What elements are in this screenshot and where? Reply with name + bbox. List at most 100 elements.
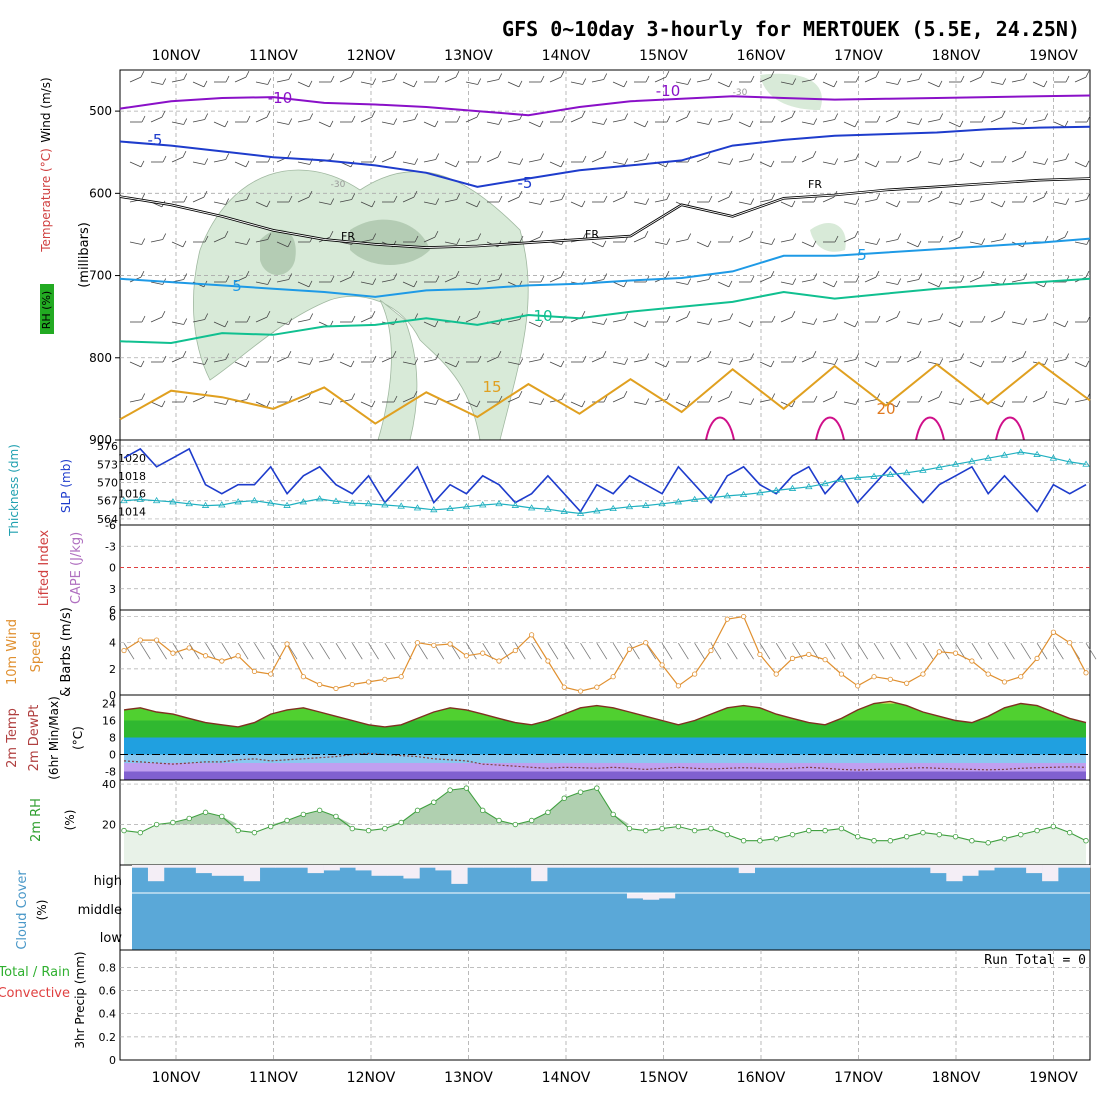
wind-barb-flag-icon xyxy=(141,193,146,200)
isotherm-line xyxy=(119,237,1091,298)
wind-barb-icon xyxy=(213,359,226,363)
wind-barb-icon xyxy=(948,359,961,363)
wind-barb-icon xyxy=(402,161,415,165)
wind-barb-flag-icon xyxy=(581,110,586,118)
cloud-level-label: low xyxy=(100,931,123,946)
wind-barb-icon xyxy=(1053,201,1066,205)
contour-label: -30 xyxy=(733,88,748,98)
wind-barb-icon xyxy=(857,642,869,660)
wind-barb-icon xyxy=(549,361,562,368)
surface-pressure-panel: 564 567 570 573 576 1014 1016 1018 1020 Thickness… xyxy=(7,439,1091,537)
cloud-clear-block xyxy=(1042,865,1059,882)
wind-barb-icon xyxy=(528,321,541,328)
wind-barb-icon xyxy=(1032,119,1045,123)
pressure-tick-label: 800 xyxy=(89,351,112,365)
thickness-point xyxy=(234,498,242,505)
wind-barb-icon xyxy=(549,161,562,168)
wind-barb-icon xyxy=(759,642,771,660)
wind-barb-icon xyxy=(156,642,167,660)
wind-barb-flag-icon xyxy=(456,238,461,245)
wind-barb-flag-icon xyxy=(1023,395,1028,403)
wind-barb-flag-icon xyxy=(456,193,461,200)
contour-label: 10 xyxy=(533,307,552,325)
contour-label: 20 xyxy=(876,400,895,418)
wind-barb-flag-icon xyxy=(455,360,460,368)
wind-barb-icon xyxy=(612,161,625,165)
wind-barb-icon xyxy=(276,241,289,248)
wind-barb-icon xyxy=(507,396,520,403)
rh-point xyxy=(740,838,747,844)
date-tick-label: 13NOV xyxy=(444,1070,493,1086)
wind-barb-icon xyxy=(906,321,919,325)
wind-barb-flag-icon xyxy=(623,190,628,198)
wind-barb-icon xyxy=(612,281,625,288)
slp-tick-label: 1014 xyxy=(118,506,146,519)
wind-barb-flag-icon xyxy=(1065,153,1070,160)
rh-point xyxy=(577,789,584,795)
thickness-point xyxy=(723,492,731,499)
cloud-clear-block xyxy=(387,865,404,876)
wind-barb-icon xyxy=(129,399,142,403)
wind-barb-flag-icon xyxy=(1044,235,1049,243)
wind-speed-point xyxy=(904,680,910,686)
thickness-point xyxy=(837,475,846,482)
wind-barb-icon xyxy=(759,76,772,83)
precip-tick-label: 0.8 xyxy=(99,961,117,974)
wind-barb-icon xyxy=(444,76,457,83)
rh-point xyxy=(822,827,828,834)
wind-barb-icon xyxy=(969,241,982,245)
wind-barb-icon xyxy=(927,119,940,123)
wind-barb-icon xyxy=(507,319,520,323)
wind-barb-flag-icon xyxy=(371,310,376,318)
wind-barb-flag-icon xyxy=(393,195,398,203)
freezing-line-core xyxy=(119,178,1091,249)
rh-point xyxy=(153,821,160,828)
wind-barb-icon xyxy=(948,121,961,128)
wind-barb-icon xyxy=(1011,356,1024,363)
wind-barb-flag-icon xyxy=(371,400,376,408)
thickness-point xyxy=(690,495,699,502)
wind-barb-flag-icon xyxy=(1001,200,1006,208)
wind-barb-icon xyxy=(1011,79,1024,83)
wind-barb-icon xyxy=(423,236,436,243)
wind-barb-icon xyxy=(780,201,793,208)
wind-barb-flag-icon xyxy=(896,310,901,318)
axis-label: (%) xyxy=(63,810,77,831)
contour-label: -10 xyxy=(656,82,681,100)
wind-barb-flag-icon xyxy=(161,310,166,318)
rh-point xyxy=(300,811,307,818)
wind-barb-flag-icon xyxy=(435,153,440,160)
wind-barb-flag-icon xyxy=(708,73,713,80)
wind-speed-point xyxy=(431,642,437,648)
isotherm-line xyxy=(119,125,1091,188)
wind-barb-icon xyxy=(633,359,646,363)
wind-barb-icon xyxy=(717,161,730,165)
wind-barb-flag-icon xyxy=(498,195,503,203)
wind-barb-flag-icon xyxy=(540,398,545,405)
wind-barb-flag-icon xyxy=(875,360,880,368)
wind-barb-icon xyxy=(927,396,940,403)
wind-barb-icon xyxy=(1020,642,1032,660)
axis-label: Speed xyxy=(29,632,44,673)
wind-barb-flag-icon xyxy=(645,198,650,205)
wind-barb-icon xyxy=(444,241,457,245)
wind-barb-flag-icon xyxy=(750,75,755,83)
rh-point xyxy=(903,833,910,840)
wind-speed-point xyxy=(855,683,861,689)
rh-point xyxy=(1050,823,1057,830)
thickness-point xyxy=(169,498,177,505)
wind-barb-flag-icon xyxy=(582,78,587,85)
wind-barb-flag-icon xyxy=(623,280,628,288)
rh-point xyxy=(789,831,796,838)
wind-barb-icon xyxy=(297,196,310,203)
wind-barb-flag-icon xyxy=(834,313,839,320)
wind-barb-flag-icon xyxy=(938,190,943,198)
thickness-point xyxy=(495,499,503,507)
wind-barb-flag-icon xyxy=(645,353,650,360)
wind-barb-icon xyxy=(465,116,478,123)
wind-barb-flag-icon xyxy=(834,113,839,120)
cloud-clear-block xyxy=(227,865,245,876)
rh-point xyxy=(365,827,372,834)
wind-barb-flag-icon xyxy=(287,240,292,248)
wind-barb-flag-icon xyxy=(834,358,839,365)
